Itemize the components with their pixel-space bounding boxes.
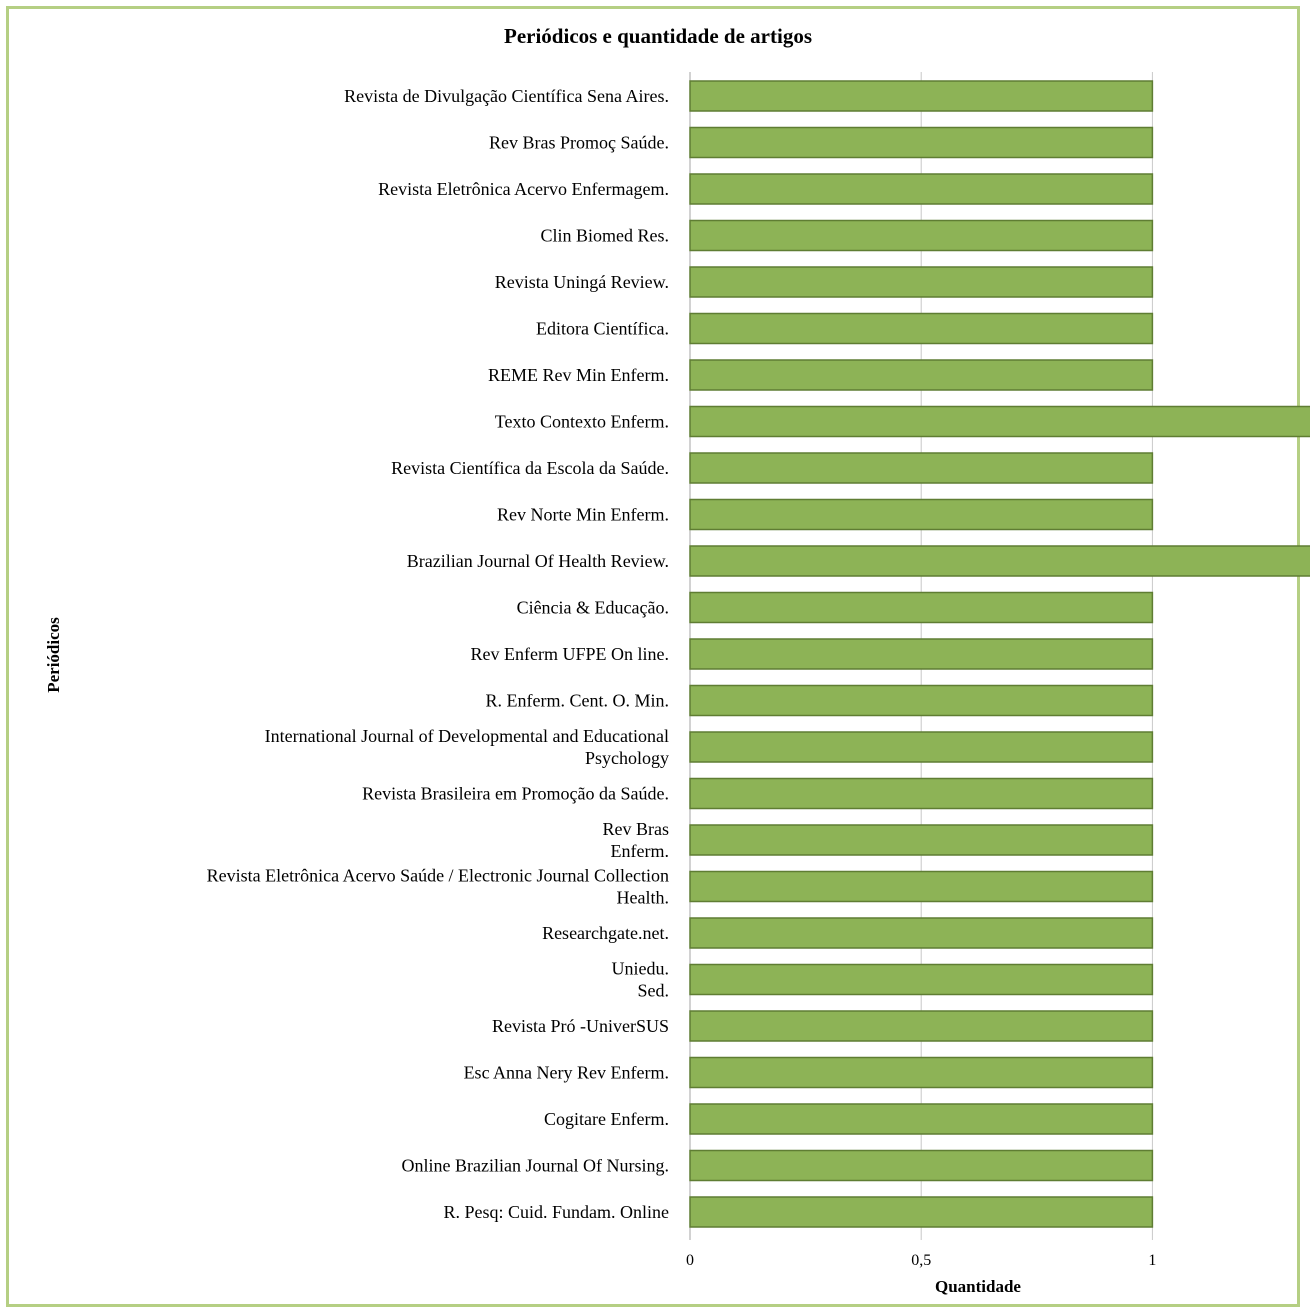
bar	[689, 126, 1154, 159]
bar	[689, 731, 1154, 763]
bar	[689, 1196, 1154, 1228]
category-label: Esc Anna Nery Rev Enferm.	[464, 1063, 669, 1083]
bar	[689, 684, 1154, 717]
category-label: Rev Norte Min Enferm.	[497, 505, 669, 525]
bar	[689, 312, 1154, 345]
bar	[689, 545, 1310, 577]
category-label: Uniedu. Sed.	[612, 959, 670, 1001]
category-label: International Journal of Developmental a…	[265, 726, 669, 768]
category-label: Brazilian Journal Of Health Review.	[407, 551, 669, 571]
bar	[689, 452, 1154, 484]
category-labels: Revista de Divulgação Científica Sena Ai…	[207, 86, 669, 1222]
bars	[689, 80, 1310, 1228]
bar	[689, 498, 1154, 531]
category-label: Editora Científica.	[536, 319, 669, 339]
bar	[689, 266, 1154, 298]
category-label: Revista Brasileira em Promoção da Saúde.	[362, 784, 669, 804]
bar	[689, 80, 1154, 112]
bar	[689, 405, 1310, 438]
bar	[689, 359, 1154, 391]
bar	[689, 963, 1154, 996]
x-axis-label: Quantidade	[935, 1277, 1021, 1296]
category-label: Ciência & Educação.	[517, 598, 669, 618]
bar	[689, 917, 1154, 949]
x-tick-label: 0	[686, 1252, 694, 1269]
category-label: Revista Eletrônica Acervo Saúde / Electr…	[207, 866, 669, 908]
category-label: Revista Eletrônica Acervo Enfermagem.	[378, 179, 669, 199]
y-axis-label: Periódicos	[44, 617, 63, 693]
category-label: Revista de Divulgação Científica Sena Ai…	[344, 86, 669, 106]
bar	[689, 219, 1154, 252]
x-tick-label: 1	[1148, 1252, 1156, 1269]
category-label: Cogitare Enferm.	[544, 1109, 669, 1129]
bar	[689, 1103, 1154, 1135]
category-label: REME Rev Min Enferm.	[488, 365, 669, 385]
bar	[689, 1149, 1154, 1182]
category-label: Texto Contexto Enferm.	[495, 412, 669, 432]
category-label: Researchgate.net.	[542, 923, 669, 943]
category-label: Rev Bras Enferm.	[603, 819, 670, 861]
category-label: Rev Bras Promoç Saúde.	[489, 133, 669, 153]
chart-title: Periódicos e quantidade de artigos	[504, 24, 812, 48]
bar	[689, 777, 1154, 810]
category-label: R. Pesq: Cuid. Fundam. Online	[443, 1202, 669, 1222]
bar	[689, 870, 1154, 903]
bar	[689, 173, 1154, 205]
bar	[689, 638, 1154, 670]
category-label: Revista Científica da Escola da Saúde.	[391, 458, 669, 478]
bar	[689, 591, 1154, 624]
category-label: Rev Enferm UFPE On line.	[471, 644, 669, 664]
category-label: Revista Uningá Review.	[495, 272, 669, 292]
bar	[689, 1056, 1154, 1089]
category-label: Revista Pró -UniverSUS	[492, 1016, 669, 1036]
category-label: R. Enferm. Cent. O. Min.	[486, 691, 669, 711]
x-tick-labels: 00,511,522,5	[686, 1252, 1156, 1269]
bar	[689, 1010, 1154, 1042]
bar	[689, 824, 1154, 856]
category-label: Clin Biomed Res.	[540, 226, 669, 246]
category-label: Online Brazilian Journal Of Nursing.	[402, 1156, 669, 1176]
x-tick-label: 0,5	[911, 1252, 931, 1269]
